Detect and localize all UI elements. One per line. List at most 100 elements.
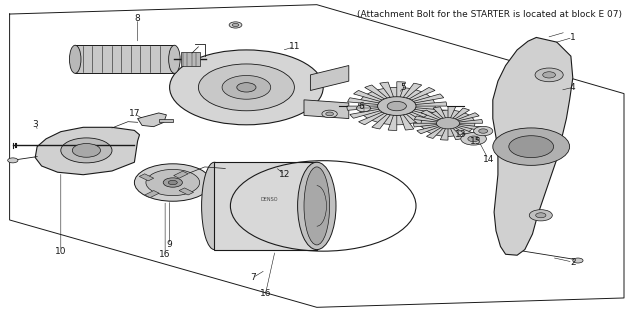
Text: 1: 1 xyxy=(570,33,575,42)
Bar xyxy=(140,174,154,181)
Circle shape xyxy=(326,112,333,116)
Circle shape xyxy=(509,136,554,158)
Circle shape xyxy=(474,126,493,136)
Wedge shape xyxy=(348,98,397,106)
Text: 3: 3 xyxy=(33,120,38,129)
Bar xyxy=(173,171,188,178)
Text: 14: 14 xyxy=(483,155,494,163)
Wedge shape xyxy=(448,113,479,123)
Polygon shape xyxy=(138,113,166,127)
Text: (Attachment Bolt for the STARTER is located at block E 07): (Attachment Bolt for the STARTER is loca… xyxy=(357,10,622,19)
Circle shape xyxy=(468,136,479,142)
Wedge shape xyxy=(397,106,440,122)
Circle shape xyxy=(461,133,486,145)
Polygon shape xyxy=(310,66,349,90)
Wedge shape xyxy=(448,119,483,123)
Circle shape xyxy=(232,23,239,27)
Bar xyxy=(214,162,317,250)
Wedge shape xyxy=(397,102,447,106)
Wedge shape xyxy=(448,106,456,123)
Ellipse shape xyxy=(202,162,227,250)
Circle shape xyxy=(61,138,112,163)
Wedge shape xyxy=(433,107,448,123)
Circle shape xyxy=(436,118,460,129)
Circle shape xyxy=(8,158,18,163)
Wedge shape xyxy=(358,106,397,125)
Text: 10: 10 xyxy=(55,247,67,256)
Circle shape xyxy=(163,178,182,187)
Text: 11: 11 xyxy=(289,42,300,51)
Text: 15: 15 xyxy=(470,138,481,146)
Circle shape xyxy=(573,258,583,263)
Circle shape xyxy=(378,97,416,115)
Circle shape xyxy=(529,210,552,221)
Text: 4: 4 xyxy=(570,83,575,92)
Bar xyxy=(159,119,173,122)
Wedge shape xyxy=(413,123,448,127)
Circle shape xyxy=(536,213,546,218)
Ellipse shape xyxy=(304,167,330,245)
Wedge shape xyxy=(426,123,448,139)
Circle shape xyxy=(168,180,177,185)
Text: 16: 16 xyxy=(260,289,271,298)
Text: 5: 5 xyxy=(401,83,406,92)
Wedge shape xyxy=(397,94,444,106)
Circle shape xyxy=(358,87,435,125)
Wedge shape xyxy=(448,123,482,130)
Text: 13: 13 xyxy=(455,130,467,139)
Wedge shape xyxy=(448,123,463,140)
Circle shape xyxy=(535,68,563,82)
Text: 7: 7 xyxy=(250,273,255,282)
FancyBboxPatch shape xyxy=(76,45,174,73)
Wedge shape xyxy=(448,123,475,136)
Ellipse shape xyxy=(169,45,180,73)
Circle shape xyxy=(421,110,475,136)
Wedge shape xyxy=(397,106,429,127)
Wedge shape xyxy=(417,123,448,134)
Polygon shape xyxy=(35,127,140,175)
Circle shape xyxy=(543,72,556,78)
Text: 12: 12 xyxy=(279,170,291,179)
Wedge shape xyxy=(347,106,397,110)
Wedge shape xyxy=(365,85,397,106)
Ellipse shape xyxy=(69,45,81,73)
Text: 6: 6 xyxy=(359,102,364,110)
Circle shape xyxy=(72,144,100,157)
Circle shape xyxy=(222,76,271,99)
Circle shape xyxy=(493,128,570,165)
Wedge shape xyxy=(397,106,446,115)
Wedge shape xyxy=(397,83,422,106)
Wedge shape xyxy=(448,108,470,123)
Polygon shape xyxy=(304,100,349,119)
Circle shape xyxy=(387,101,406,111)
Wedge shape xyxy=(397,106,414,130)
Circle shape xyxy=(479,129,488,133)
Text: 9: 9 xyxy=(167,241,172,249)
Text: 2: 2 xyxy=(570,258,575,266)
Wedge shape xyxy=(440,123,448,140)
Bar xyxy=(179,188,193,195)
Wedge shape xyxy=(380,82,397,106)
Text: 16: 16 xyxy=(159,251,171,259)
Text: 17: 17 xyxy=(129,110,140,118)
Circle shape xyxy=(198,64,294,111)
Circle shape xyxy=(229,22,242,28)
Polygon shape xyxy=(493,37,573,255)
Wedge shape xyxy=(397,87,435,106)
Circle shape xyxy=(356,105,371,112)
Circle shape xyxy=(146,169,200,196)
Circle shape xyxy=(134,164,211,201)
Wedge shape xyxy=(353,90,397,106)
Text: 8: 8 xyxy=(135,14,140,23)
Wedge shape xyxy=(350,106,397,118)
Circle shape xyxy=(322,110,337,118)
Wedge shape xyxy=(397,82,406,106)
Circle shape xyxy=(170,50,323,125)
Wedge shape xyxy=(372,106,397,129)
Text: DENSO: DENSO xyxy=(260,197,278,202)
FancyBboxPatch shape xyxy=(181,52,200,66)
Wedge shape xyxy=(421,110,448,123)
Bar xyxy=(145,191,159,197)
Wedge shape xyxy=(414,116,448,123)
Ellipse shape xyxy=(298,162,336,250)
